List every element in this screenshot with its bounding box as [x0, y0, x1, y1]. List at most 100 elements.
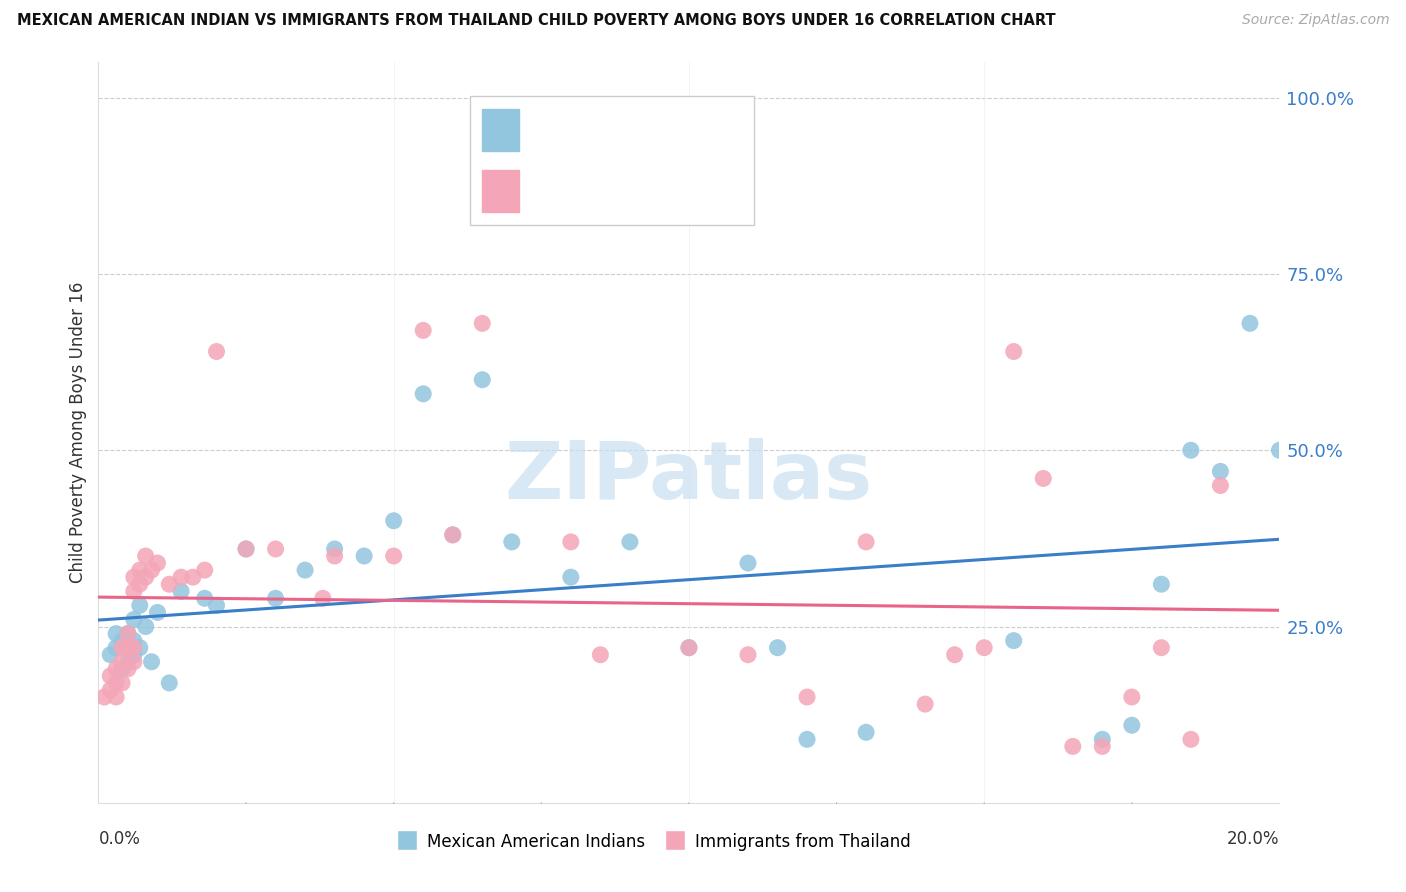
Point	[294, 563, 316, 577]
Point	[117, 626, 139, 640]
Point	[501, 535, 523, 549]
Point	[181, 570, 204, 584]
Point	[1002, 633, 1025, 648]
Point	[471, 316, 494, 330]
Text: 20.0%: 20.0%	[1227, 830, 1279, 847]
Point	[135, 570, 157, 584]
Point	[1062, 739, 1084, 754]
Point	[235, 541, 257, 556]
Point	[973, 640, 995, 655]
Point	[205, 344, 228, 359]
Text: Source: ZipAtlas.com: Source: ZipAtlas.com	[1241, 13, 1389, 28]
Point	[1150, 577, 1173, 591]
Point	[1268, 443, 1291, 458]
Point	[111, 655, 134, 669]
Point	[1239, 316, 1261, 330]
Point	[128, 599, 150, 613]
Point	[111, 662, 134, 676]
Point	[122, 570, 145, 584]
Text: ZIPatlas: ZIPatlas	[505, 438, 873, 516]
Point	[312, 591, 335, 606]
Point	[382, 514, 405, 528]
Point	[105, 640, 128, 655]
Point	[122, 584, 145, 599]
Point	[441, 528, 464, 542]
Point	[117, 640, 139, 655]
Point	[170, 584, 193, 599]
Point	[619, 535, 641, 549]
Point	[111, 676, 134, 690]
Point	[194, 563, 217, 577]
Point	[105, 662, 128, 676]
Text: MEXICAN AMERICAN INDIAN VS IMMIGRANTS FROM THAILAND CHILD POVERTY AMONG BOYS UND: MEXICAN AMERICAN INDIAN VS IMMIGRANTS FR…	[17, 13, 1056, 29]
Point	[122, 612, 145, 626]
Point	[122, 648, 145, 662]
Point	[264, 591, 287, 606]
Point	[1180, 732, 1202, 747]
Point	[122, 640, 145, 655]
Point	[117, 662, 139, 676]
Point	[105, 690, 128, 704]
Point	[1091, 739, 1114, 754]
Point	[1180, 443, 1202, 458]
Point	[441, 528, 464, 542]
Point	[105, 626, 128, 640]
Point	[855, 725, 877, 739]
Point	[796, 732, 818, 747]
Point	[678, 640, 700, 655]
Point	[353, 549, 375, 563]
Point	[323, 549, 346, 563]
Point	[122, 633, 145, 648]
Point	[146, 606, 169, 620]
Point	[117, 655, 139, 669]
Point	[678, 640, 700, 655]
Point	[737, 648, 759, 662]
Point	[471, 373, 494, 387]
Point	[157, 676, 180, 690]
Point	[412, 323, 434, 337]
Point	[98, 683, 121, 698]
Point	[382, 549, 405, 563]
Point	[1209, 464, 1232, 478]
Point	[1091, 732, 1114, 747]
Point	[1121, 690, 1143, 704]
Point	[105, 676, 128, 690]
Point	[796, 690, 818, 704]
Point	[117, 626, 139, 640]
Point	[170, 570, 193, 584]
Point	[766, 640, 789, 655]
Point	[194, 591, 217, 606]
Point	[235, 541, 257, 556]
Point	[122, 655, 145, 669]
Point	[1209, 478, 1232, 492]
Point	[560, 570, 582, 584]
Point	[1121, 718, 1143, 732]
Point	[141, 655, 163, 669]
Point	[560, 535, 582, 549]
Point	[264, 541, 287, 556]
Point	[737, 556, 759, 570]
Point	[1002, 344, 1025, 359]
Point	[135, 619, 157, 633]
Point	[157, 577, 180, 591]
Point	[855, 535, 877, 549]
Point	[93, 690, 115, 704]
Point	[1032, 471, 1054, 485]
Point	[323, 541, 346, 556]
Point	[412, 387, 434, 401]
Point	[117, 640, 139, 655]
Point	[111, 640, 134, 655]
Point	[111, 633, 134, 648]
Point	[98, 648, 121, 662]
Point	[128, 640, 150, 655]
Point	[141, 563, 163, 577]
Point	[128, 577, 150, 591]
Point	[135, 549, 157, 563]
Point	[128, 563, 150, 577]
Legend: Mexican American Indians, Immigrants from Thailand: Mexican American Indians, Immigrants fro…	[389, 826, 917, 857]
Point	[146, 556, 169, 570]
Y-axis label: Child Poverty Among Boys Under 16: Child Poverty Among Boys Under 16	[69, 282, 87, 583]
Point	[1150, 640, 1173, 655]
Point	[205, 599, 228, 613]
Point	[914, 697, 936, 711]
